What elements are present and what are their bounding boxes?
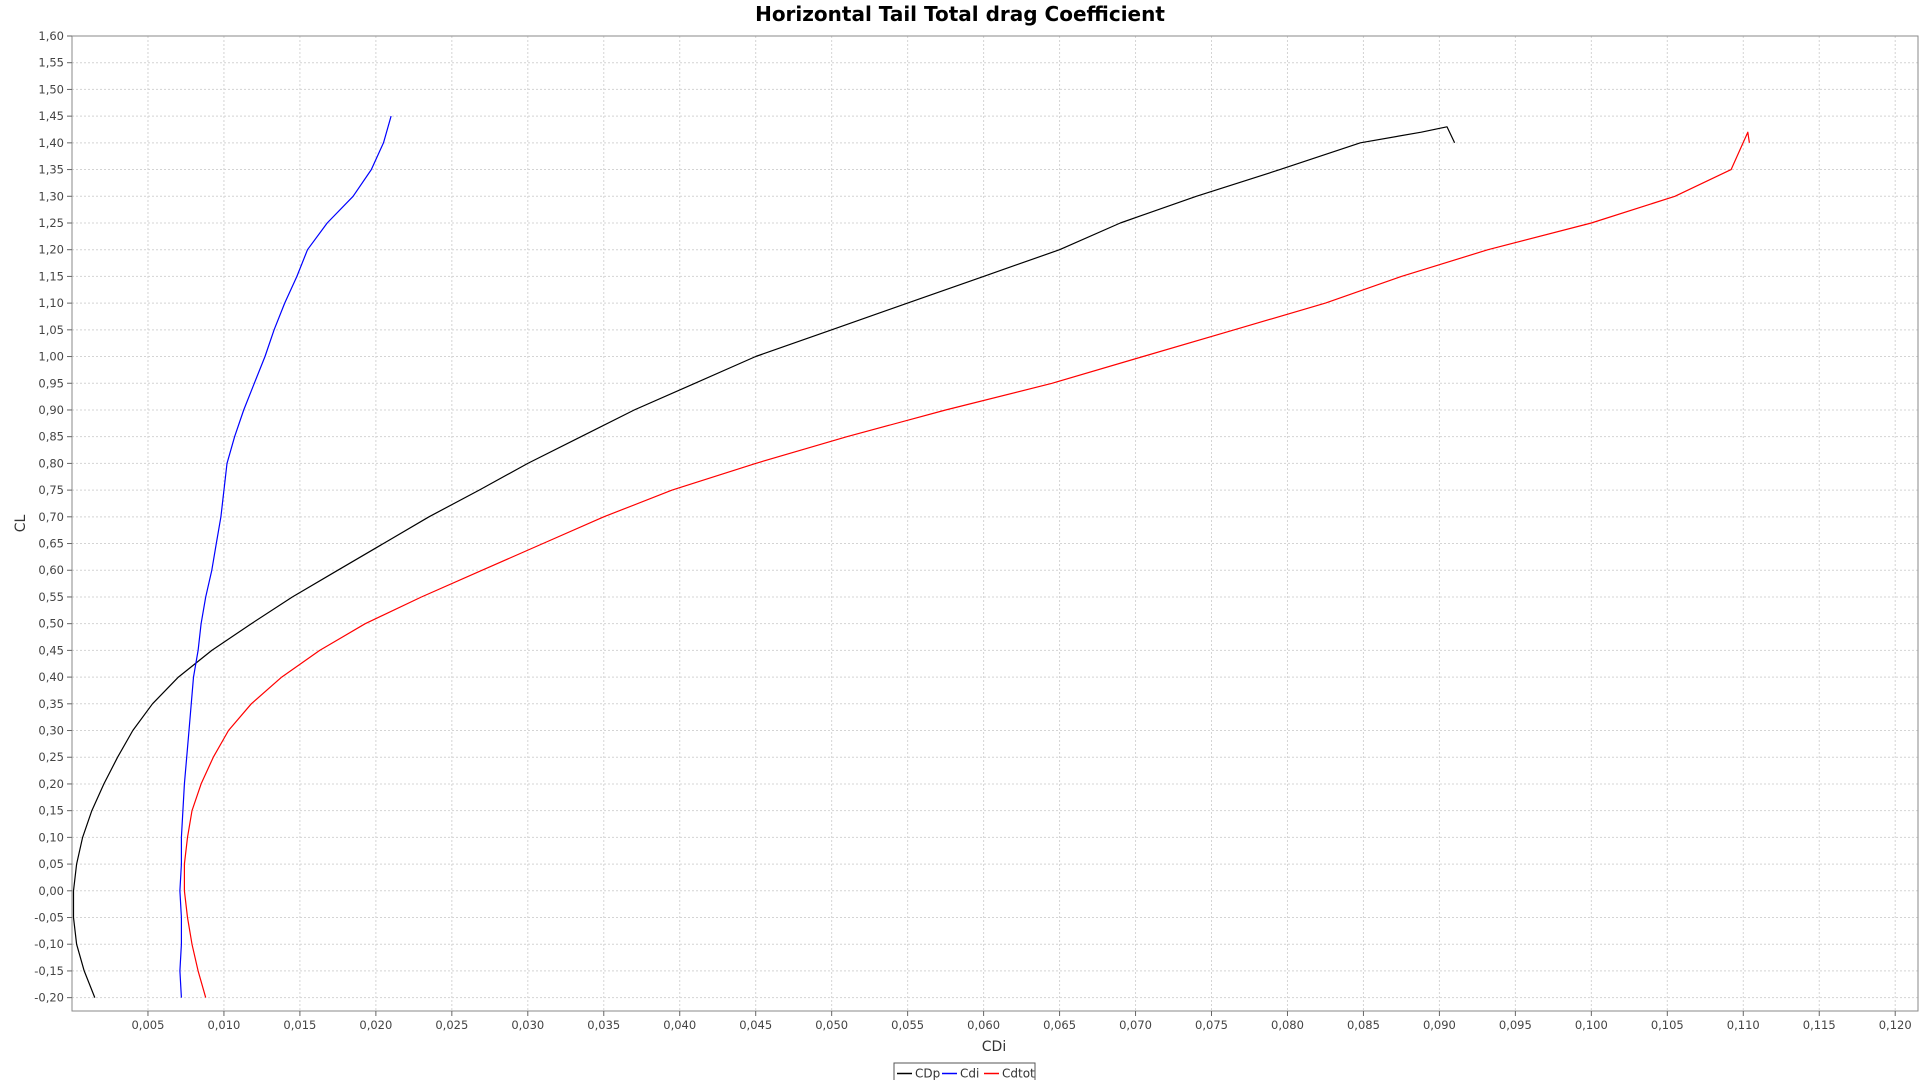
series-line-cdp [72,126,1456,998]
series-line-cdi [179,115,392,998]
y-tick-label: 1,00 [38,350,64,364]
y-tick-label: 1,50 [38,82,64,96]
x-tick-label: 0,065 [1043,1018,1076,1032]
y-tick-label: -0,05 [34,911,64,925]
y-tick-label: 0,10 [38,830,64,844]
y-tick-label: 0,25 [38,750,64,764]
y-tick-label: 0,35 [38,697,64,711]
y-tick-label: -0,20 [34,991,64,1005]
x-tick-label: 0,010 [207,1018,240,1032]
y-tick-label: 0,05 [38,857,64,871]
plot-area [71,35,1919,1012]
y-tick-label: 0,40 [38,670,64,684]
legend-label-cdi: Cdi [960,1067,979,1080]
series-line-cdtot [183,131,1750,998]
x-tick-label: 0,090 [1423,1018,1456,1032]
legend-label-cdtot: Cdtot [1002,1067,1035,1080]
chart-title: Horizontal Tail Total drag Coefficient [755,2,1165,26]
legend-label-cdp: CDp [915,1067,940,1080]
x-tick-label: 0,040 [663,1018,696,1032]
x-tick-label: 0,025 [435,1018,468,1032]
axes: 0,005 0,010 0,015 0,020 0,025 0,030 0,035 0,040… [34,29,1911,1032]
x-tick-label: 0,015 [283,1018,316,1032]
series-lines [72,115,1750,998]
y-tick-label: 0,90 [38,403,64,417]
y-tick-label: 1,25 [38,216,64,230]
y-tick-label: 0,85 [38,430,64,444]
y-tick-label: 0,65 [38,537,64,551]
x-tick-label: 0,115 [1803,1018,1836,1032]
x-tick-label: 0,055 [891,1018,924,1032]
x-tick-label: 0,120 [1879,1018,1912,1032]
y-tick-label: 0,55 [38,590,64,604]
grid [72,35,1918,1011]
y-tick-label: 0,80 [38,456,64,470]
y-tick-label: 0,20 [38,777,64,791]
y-tick-label: 1,55 [38,56,64,70]
legend: CDp Cdi Cdtot [893,1062,1036,1080]
y-tick-label: 0,50 [38,617,64,631]
y-axis-label: CL [13,515,29,533]
x-tick-label: 0,060 [967,1018,1000,1032]
x-tick-label: 0,045 [739,1018,772,1032]
x-tick-label: 0,005 [131,1018,164,1032]
x-tick-label: 0,095 [1499,1018,1532,1032]
y-tick-label: -0,15 [34,964,64,978]
y-tick-label: 1,45 [38,109,64,123]
legend-box [893,1062,1036,1080]
y-tick-label: 0,30 [38,724,64,738]
x-tick-label: 0,085 [1347,1018,1380,1032]
y-tick-label: 1,20 [38,243,64,257]
y-tick-label: 0,00 [38,884,64,898]
y-tick-label: 0,45 [38,643,64,657]
y-tick-label: -0,10 [34,937,64,951]
y-tick-label: 1,30 [38,189,64,203]
y-tick-label: 0,60 [38,563,64,577]
x-tick-label: 0,105 [1651,1018,1684,1032]
y-tick-label: 1,10 [38,296,64,310]
y-tick-label: 0,70 [38,510,64,524]
x-tick-label: 0,075 [1195,1018,1228,1032]
y-tick-label: 1,05 [38,323,64,337]
x-tick-label: 0,030 [511,1018,544,1032]
x-tick-label: 0,110 [1727,1018,1760,1032]
y-tick-label: 1,35 [38,163,64,177]
x-axis-label: CDi [982,1039,1006,1055]
y-tick-label: 0,95 [38,376,64,390]
x-tick-label: 0,100 [1575,1018,1608,1032]
x-tick-label: 0,050 [815,1018,848,1032]
x-tick-label: 0,020 [359,1018,392,1032]
x-tick-label: 0,070 [1119,1018,1152,1032]
x-tick-label: 0,080 [1271,1018,1304,1032]
x-tick-label: 0,035 [587,1018,620,1032]
y-tick-label: 1,15 [38,269,64,283]
y-tick-label: 1,40 [38,136,64,150]
y-tick-label: 1,60 [38,29,64,43]
y-tick-label: 0,75 [38,483,64,497]
y-tick-label: 0,15 [38,804,64,818]
